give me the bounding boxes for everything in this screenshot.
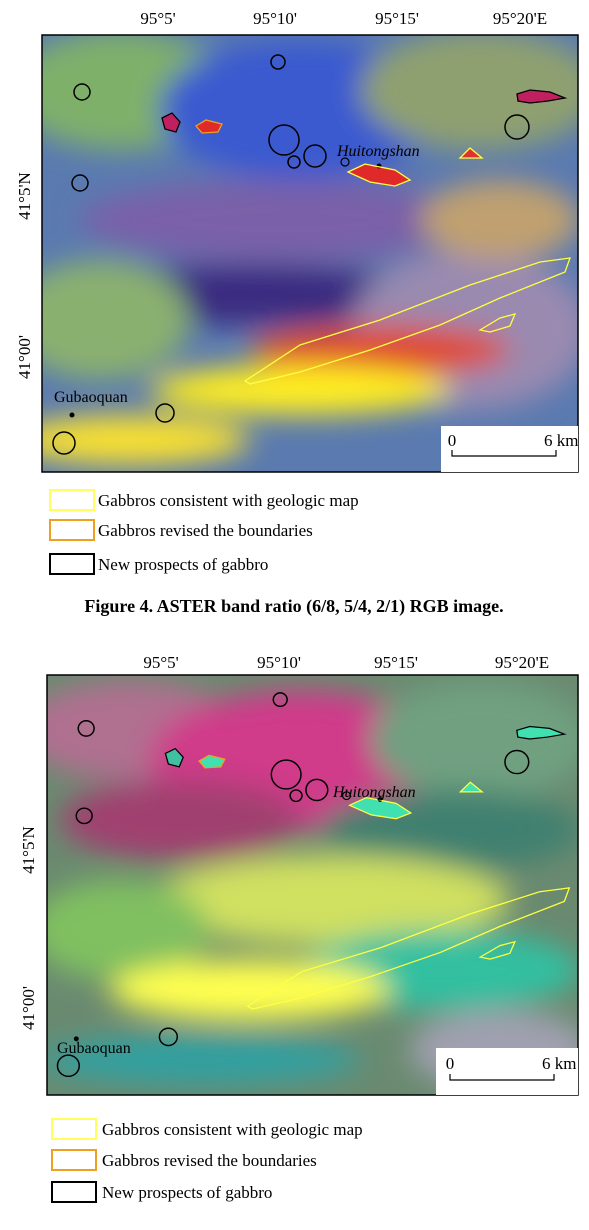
scale-start: 0 (446, 1054, 455, 1073)
place-label: Huitongshan (336, 143, 420, 160)
legend-swatch (52, 1182, 96, 1202)
place-label: Huitongshan (332, 784, 416, 801)
legend-label: New prospects of gabbro (98, 555, 268, 574)
scale-start: 0 (448, 431, 457, 450)
top-label: 95°20'E (493, 9, 547, 28)
scale-end: 6 km (544, 431, 578, 450)
top-label: 95°15' (374, 653, 418, 672)
caption: Figure 4. ASTER band ratio (6/8, 5/4, 2/… (84, 596, 503, 617)
legend-swatch (52, 1150, 96, 1170)
legend-label: New prospects of gabbro (102, 1183, 272, 1202)
top-label: 95°5' (140, 9, 175, 28)
legend-label: Gabbros revised the boundaries (98, 521, 313, 540)
legend-label: Gabbros revised the boundaries (102, 1151, 317, 1170)
scale-end: 6 km (542, 1054, 576, 1073)
top-label: 95°10' (257, 653, 301, 672)
legend-label: Gabbros consistent with geologic map (102, 1120, 363, 1139)
legend-swatch (50, 554, 94, 574)
left-label: 41°00' (19, 986, 38, 1030)
left-label: 41°5'N (15, 172, 34, 220)
top-label: 95°5' (143, 653, 178, 672)
top-label: 95°20'E (495, 653, 549, 672)
legend-label: Gabbros consistent with geologic map (98, 491, 359, 510)
map-image (20, 675, 589, 1095)
legend-swatch (52, 1119, 96, 1139)
left-label: 41°00' (15, 335, 34, 379)
top-label: 95°15' (375, 9, 419, 28)
legend-swatch (50, 490, 94, 510)
place-label: Gubaoquan (54, 389, 128, 406)
place-label: Gubaoquan (57, 1040, 131, 1057)
left-label: 41°5'N (19, 826, 38, 874)
top-label: 95°10' (253, 9, 297, 28)
legend-swatch (50, 520, 94, 540)
figure-page: 0 6 km Huitongshan Gubaoquan 95°5' 95°10… (0, 0, 589, 1230)
